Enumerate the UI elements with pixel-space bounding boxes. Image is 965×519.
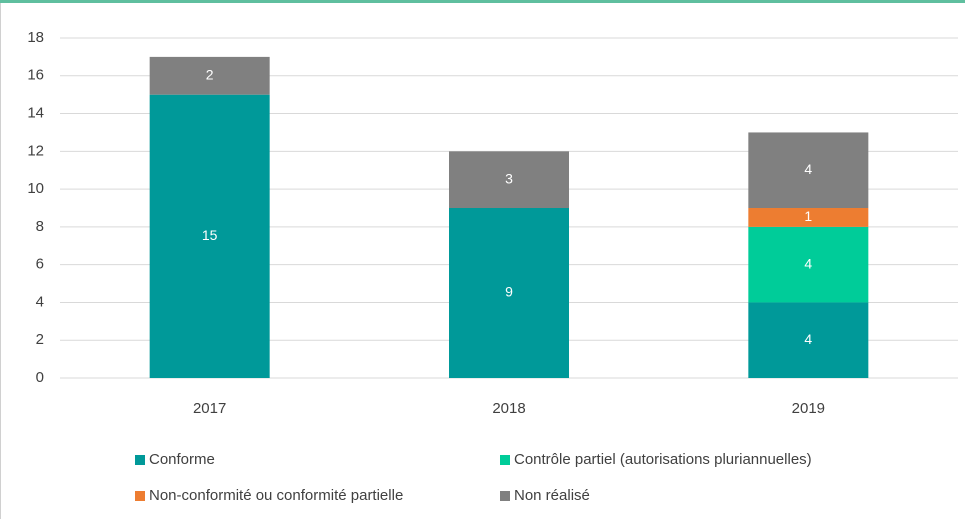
data-label: 2 [206, 66, 214, 82]
y-tick-label: 16 [27, 67, 44, 84]
data-label: 4 [804, 331, 812, 347]
y-tick-label: 0 [36, 369, 44, 386]
bar-segment [748, 132, 869, 208]
legend-swatch [500, 491, 510, 501]
data-label: 4 [804, 161, 812, 177]
x-tick-label: 2018 [492, 400, 525, 417]
bar-segment [449, 208, 569, 378]
legend-swatch [135, 491, 145, 501]
data-label: 3 [505, 170, 513, 186]
y-tick-label: 4 [36, 293, 44, 310]
top-border [0, 0, 965, 3]
y-tick-label: 18 [27, 29, 44, 46]
legend-swatch [135, 455, 145, 465]
data-label: 1 [804, 208, 812, 224]
x-tick-label: 2019 [792, 400, 825, 417]
y-tick-label: 8 [36, 218, 44, 235]
y-tick-label: 6 [36, 256, 44, 273]
legend-label: Non-conformité ou conformité partielle [149, 487, 403, 504]
y-tick-label: 12 [27, 142, 44, 159]
y-tick-label: 10 [27, 180, 44, 197]
bar-segment [149, 94, 270, 379]
y-tick-label: 2 [36, 331, 44, 348]
bar-segment [149, 56, 270, 95]
data-label: 4 [804, 255, 812, 271]
bar-segment [748, 208, 869, 227]
legend-swatch [500, 455, 510, 465]
bar-segment [748, 226, 869, 303]
data-label: 15 [202, 227, 218, 243]
legend-label: Conforme [149, 451, 215, 468]
bar-segment [748, 302, 869, 378]
legend-label: Non réalisé [514, 487, 590, 504]
y-tick-label: 14 [27, 105, 44, 122]
legend-label: Contrôle partiel (autorisations pluriann… [514, 451, 812, 468]
x-tick-label: 2017 [193, 400, 226, 417]
bar-segment [449, 151, 569, 208]
data-label: 9 [505, 284, 513, 300]
